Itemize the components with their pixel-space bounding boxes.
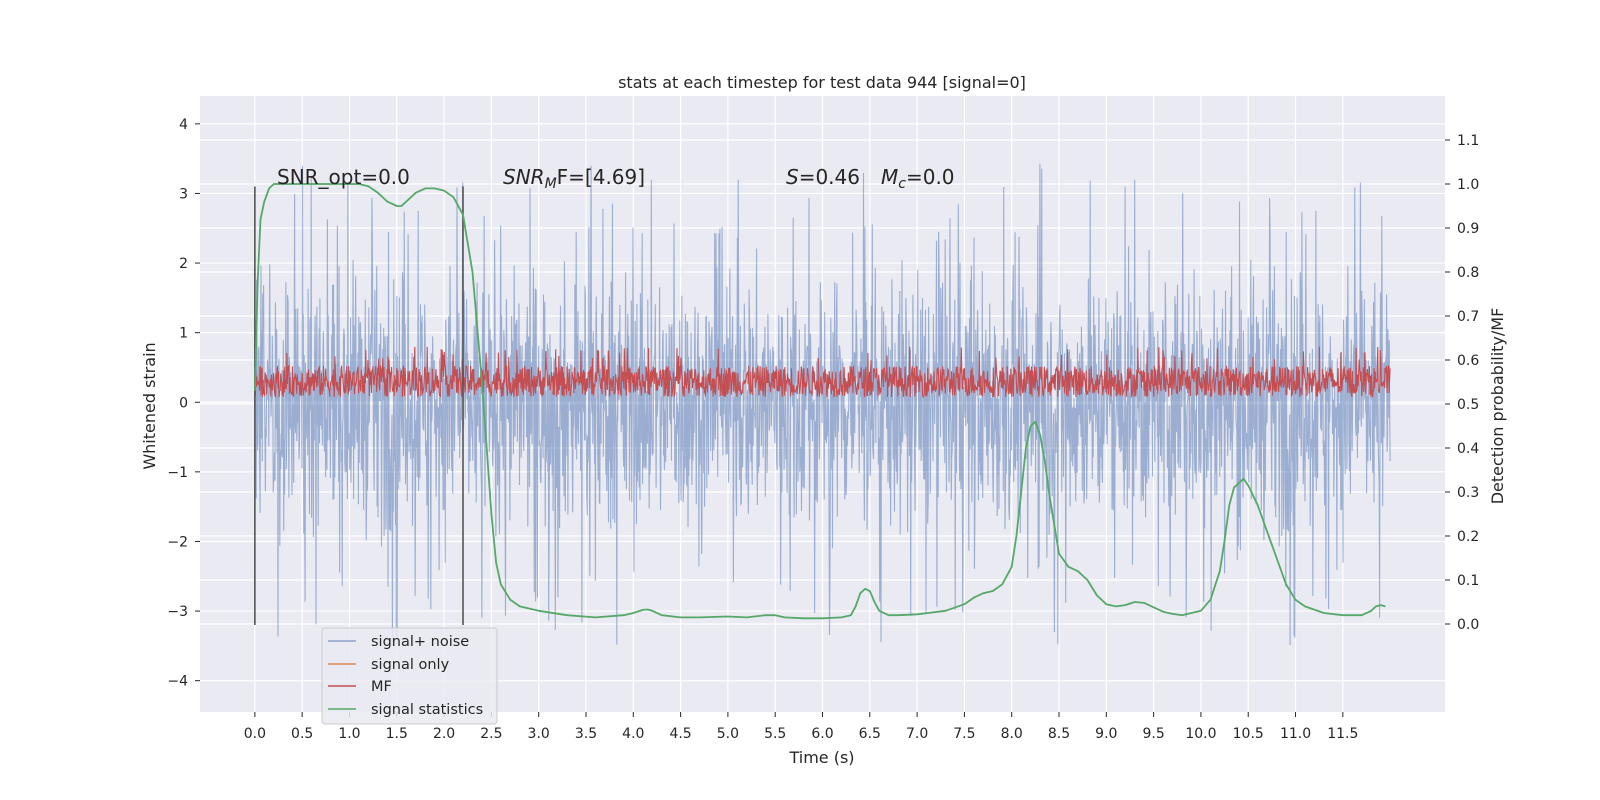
x-tick-label: 8.0 xyxy=(1001,726,1023,742)
x-tick-label: 1.0 xyxy=(338,726,360,742)
y-right-tick-label: 0.5 xyxy=(1457,397,1479,413)
annotation-s-value: =0.46 xyxy=(799,165,860,189)
mf-line xyxy=(254,346,1391,399)
y-axis-left-label: Whitened strain xyxy=(140,342,159,469)
y-left-tick-label: −3 xyxy=(167,604,188,620)
series-signal-statistics xyxy=(254,183,1386,620)
x-tick-label: 7.0 xyxy=(906,726,928,742)
x-tick-label: 11.5 xyxy=(1327,726,1358,742)
y-right-tick-label: 0.1 xyxy=(1457,573,1479,589)
series-signal-noise xyxy=(254,163,1391,646)
legend-label-signal-statistics: signal statistics xyxy=(371,702,483,718)
annotation-snr-opt: SNR_opt=0.0 xyxy=(277,165,410,189)
signal-statistics-line xyxy=(254,183,1386,620)
y-right-tick-label: 0.8 xyxy=(1457,265,1479,281)
annotation-s-label: S xyxy=(786,165,799,189)
y-right-tick-label: 0.9 xyxy=(1457,221,1479,237)
x-tick-label: 3.0 xyxy=(528,726,550,742)
y-left-tick-label: 1 xyxy=(179,326,188,342)
signal-noise-line xyxy=(254,163,1391,646)
y-right-tick-label: 0.3 xyxy=(1457,485,1479,501)
x-tick-label: 6.5 xyxy=(859,726,881,742)
y-right-tick-label: 0.0 xyxy=(1457,617,1479,633)
y-right-tick-label: 0.6 xyxy=(1457,353,1479,369)
x-tick-label: 2.5 xyxy=(480,726,502,742)
y-axis-right-label: Detection probability/MF xyxy=(1488,308,1507,505)
y-right-tick-label: 0.4 xyxy=(1457,441,1479,457)
annotation-s: S=0.46 xyxy=(786,165,860,189)
x-axis-ticks: 0.0 0.5 1.0 1.5 2.0 2.5 3.0 3.5 4.0 4.5 5.0 5.5 6.0 6… xyxy=(244,712,1358,742)
chart-title: stats at each timestep for test data 944… xyxy=(618,73,1026,92)
annotation-mc-value: =0.0 xyxy=(906,165,955,189)
annotation-mc: Mc=0.0 xyxy=(881,165,955,192)
legend: signal+ noise signal only MF signal stat… xyxy=(321,627,498,725)
y-right-tick-label: 1.0 xyxy=(1457,177,1479,193)
y-left-tick-label: 0 xyxy=(179,395,188,411)
annotation-snr-mf-main: SNR xyxy=(503,165,545,189)
x-tick-label: 9.5 xyxy=(1142,726,1164,742)
x-tick-label: 10.0 xyxy=(1185,726,1216,742)
y-left-tick-label: −1 xyxy=(167,465,188,481)
x-tick-label: 4.5 xyxy=(669,726,691,742)
x-tick-label: 1.5 xyxy=(386,726,408,742)
x-tick-label: 0.0 xyxy=(244,726,266,742)
legend-label-signal-only: signal only xyxy=(371,657,450,673)
y-axis-right-ticks: 1.1 1.0 0.9 0.8 0.7 0.6 0.5 0.4 0.3 0.2 0.1 0.0 xyxy=(1445,133,1479,633)
legend-label-mf: MF xyxy=(371,679,392,695)
y-axis-left-ticks: 4 3 2 1 0 −1 −2 −3 −4 xyxy=(167,117,200,690)
vertical-markers xyxy=(254,186,464,625)
x-tick-label: 3.5 xyxy=(575,726,597,742)
y-right-tick-label: 0.7 xyxy=(1457,309,1479,325)
x-tick-label: 10.5 xyxy=(1233,726,1264,742)
x-tick-label: 7.5 xyxy=(953,726,975,742)
legend-box xyxy=(321,627,498,725)
annotation-snr-mf-sub: M xyxy=(545,176,557,192)
x-tick-label: 4.0 xyxy=(622,726,644,742)
x-tick-label: 2.0 xyxy=(433,726,455,742)
y-left-tick-label: 4 xyxy=(179,117,188,133)
legend-label-signal-noise: signal+ noise xyxy=(371,634,469,650)
x-tick-label: 8.5 xyxy=(1048,726,1070,742)
y-left-tick-label: −2 xyxy=(167,534,188,550)
annotation-mc-label: M xyxy=(881,165,898,189)
y-right-tick-label: 1.1 xyxy=(1457,133,1479,149)
x-tick-label: 5.0 xyxy=(717,726,739,742)
y-left-tick-label: 2 xyxy=(179,256,188,272)
y-left-tick-label: −4 xyxy=(167,674,188,690)
series-mf xyxy=(254,346,1391,399)
y-right-tick-label: 0.2 xyxy=(1457,529,1479,545)
x-tick-label: 0.5 xyxy=(291,726,313,742)
x-tick-label: 5.5 xyxy=(764,726,786,742)
x-tick-label: 9.0 xyxy=(1095,726,1117,742)
x-axis-label: Time (s) xyxy=(788,748,854,767)
x-tick-label: 6.0 xyxy=(811,726,833,742)
x-tick-label: 11.0 xyxy=(1280,726,1311,742)
annotation-mc-sub: c xyxy=(898,176,906,192)
annotation-snr-mf: SNRMF=[4.69] xyxy=(503,165,645,192)
annotation-snr-mf-rest: F=[4.69] xyxy=(557,165,645,189)
y-left-tick-label: 3 xyxy=(179,186,188,202)
